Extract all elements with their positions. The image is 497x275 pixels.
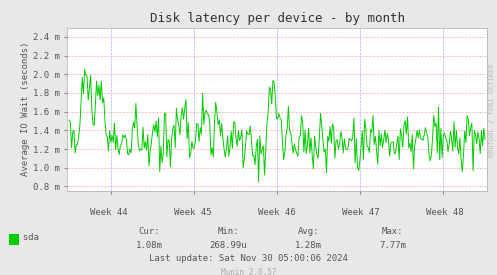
Text: Week 44: Week 44 — [90, 208, 128, 217]
Y-axis label: Average IO Wait (seconds): Average IO Wait (seconds) — [21, 42, 30, 177]
Text: 7.77m: 7.77m — [379, 241, 406, 250]
Text: Last update: Sat Nov 30 05:00:06 2024: Last update: Sat Nov 30 05:00:06 2024 — [149, 254, 348, 263]
Text: Week 45: Week 45 — [174, 208, 212, 217]
Text: Max:: Max: — [382, 227, 404, 236]
Text: Avg:: Avg: — [297, 227, 319, 236]
Text: 1.08m: 1.08m — [136, 241, 163, 250]
Text: RRDTOOL / TOBI OETIKER: RRDTOOL / TOBI OETIKER — [489, 63, 495, 157]
Text: Munin 2.0.57: Munin 2.0.57 — [221, 268, 276, 275]
Text: sda: sda — [12, 233, 39, 242]
Text: Min:: Min: — [218, 227, 240, 236]
Text: Week 46: Week 46 — [258, 208, 296, 217]
Text: Week 47: Week 47 — [342, 208, 380, 217]
Text: Cur:: Cur: — [138, 227, 160, 236]
Text: 268.99u: 268.99u — [210, 241, 248, 250]
Text: Week 48: Week 48 — [426, 208, 464, 217]
Text: 1.28m: 1.28m — [295, 241, 322, 250]
Title: Disk latency per device - by month: Disk latency per device - by month — [150, 12, 405, 25]
